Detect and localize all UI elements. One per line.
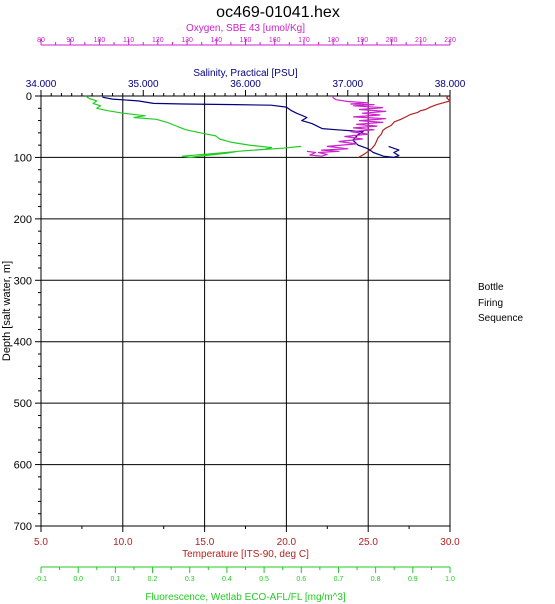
oxygen-tick-label: 80	[37, 37, 45, 44]
plot-area: 0 100 200 300 400 500 600 700 Depth [salt water,…	[1, 23, 466, 603]
oxygen-tick-label: 100	[94, 37, 106, 44]
oxygen-tick-label: 150	[240, 37, 252, 44]
fluorescence-tick-label: 0.3	[185, 576, 195, 583]
fluorescence-tick-label: 0.9	[408, 576, 418, 583]
side-label-sequence: Sequence	[478, 313, 524, 324]
fluorescence-tick-label: 0.1	[110, 576, 120, 583]
salinity-tick-label: 37.000	[332, 79, 363, 90]
fluorescence-tick-label: 0.6	[296, 576, 306, 583]
oxygen-profile-line	[306, 96, 387, 157]
oxygen-tick-label: 200	[386, 37, 398, 44]
y-tick-label: 500	[14, 398, 32, 410]
oxygen-tick-label: 180	[327, 37, 339, 44]
oxygen-tick-label: 140	[210, 37, 222, 44]
salinity-tick-label: 38.000	[435, 79, 466, 90]
temperature-tick-label: 10.0	[113, 537, 133, 548]
fluorescence-tick-label: -0.1	[35, 576, 47, 583]
side-label-bottle: Bottle	[478, 282, 504, 293]
side-label-firing: Firing	[478, 298, 504, 309]
y-tick-label: 400	[14, 337, 32, 349]
y-axis-label: Depth [salt water, m]	[1, 261, 13, 361]
y-tick-label: 300	[14, 275, 32, 287]
fluorescence-tick-label: 0.4	[222, 576, 232, 583]
temperature-axis-title: Temperature [ITS-90, deg C]	[182, 549, 309, 560]
salinity-tick-label: 36.000	[230, 79, 261, 90]
oxygen-tick-label: 130	[181, 37, 193, 44]
y-tick-label: 700	[14, 521, 32, 533]
salinity-profile-line	[102, 96, 400, 158]
oxygen-tick-label: 110	[123, 37, 134, 44]
temperature-tick-label: 15.0	[195, 537, 215, 548]
temperature-tick-label: 20.0	[277, 537, 297, 548]
fluorescence-tick-label: 0.7	[334, 576, 344, 583]
oxygen-tick-label: 170	[298, 37, 310, 44]
temperature-tick-label: 30.0	[440, 537, 460, 548]
oxygen-axis-title: Oxygen, SBE 43 [umol/Kg]	[186, 23, 305, 34]
y-tick-label: 600	[14, 460, 32, 472]
salinity-axis-title: Salinity, Practical [PSU]	[193, 68, 298, 79]
fluorescence-tick-label: 1.0	[445, 576, 455, 583]
oxygen-tick-label: 190	[357, 37, 369, 44]
temperature-tick-label: 25.0	[358, 537, 378, 548]
salinity-tick-label: 34.000	[26, 79, 57, 90]
temperature-profile-line	[358, 95, 451, 158]
chart-title: oc469-01041.hex	[216, 4, 340, 21]
oxygen-tick-label: 120	[152, 37, 164, 44]
fluorescence-tick-label: 0.5	[259, 576, 269, 583]
fluorescence-profile-line	[85, 95, 302, 158]
temperature-tick-label: 5.0	[34, 537, 48, 548]
oxygen-tick-label: 210	[415, 37, 427, 44]
salinity-tick-label: 35.000	[128, 79, 159, 90]
fluorescence-axis-title: Fluorescence, Wetlab ECO-AFL/FL [mg/m^3]	[145, 592, 346, 603]
y-tick-label: 100	[14, 152, 32, 164]
plot-frame	[40, 95, 451, 527]
oxygen-tick-label: 90	[66, 37, 74, 44]
fluorescence-tick-label: 0.0	[73, 576, 83, 583]
y-tick-label: 200	[14, 214, 32, 226]
oxygen-tick-label: 220	[444, 37, 456, 44]
fluorescence-tick-label: 0.8	[371, 576, 381, 583]
y-tick-label: 0	[26, 91, 32, 103]
oxygen-tick-label: 160	[269, 37, 281, 44]
fluorescence-tick-label: 0.2	[148, 576, 158, 583]
